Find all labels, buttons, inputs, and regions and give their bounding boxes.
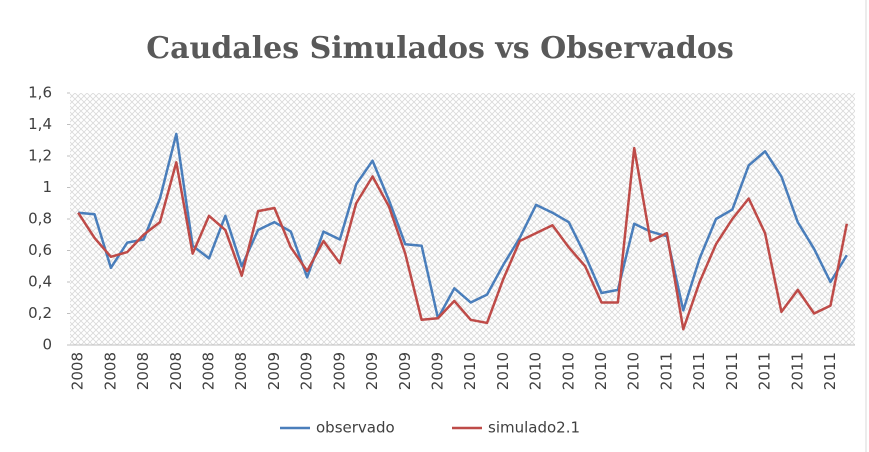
y-tick-label: 0,6 (28, 241, 52, 259)
x-tick-label: 2008 (134, 352, 152, 390)
y-tick-label: 0,8 (28, 210, 52, 228)
x-tick-label: 2011 (657, 352, 675, 390)
y-tick-label: 1,2 (28, 147, 52, 165)
x-tick-label: 2008 (167, 352, 185, 390)
x-tick-label: 2011 (690, 352, 708, 390)
x-tick-label: 2008 (69, 352, 87, 390)
y-tick-label: 0 (42, 336, 52, 354)
chart-title: Caudales Simulados vs Observados (146, 31, 734, 66)
y-tick-label: 1,6 (28, 84, 52, 102)
x-tick-label: 2011 (788, 352, 806, 390)
x-tick-label: 2009 (363, 352, 381, 390)
x-tick-label: 2009 (298, 352, 316, 390)
plot-area (70, 93, 855, 345)
x-tick-label: 2009 (330, 352, 348, 390)
x-tick-label: 2008 (101, 352, 119, 390)
x-tick-label: 2010 (592, 352, 610, 390)
line-series (78, 132, 848, 320)
x-tick-label: 2009 (396, 352, 414, 390)
legend-label: observado (316, 419, 395, 437)
x-tick-label: 2011 (821, 352, 839, 390)
x-tick-label: 2010 (527, 352, 545, 390)
legend-label: simulado2.1 (488, 419, 580, 437)
line-series (77, 146, 849, 331)
x-tick-label: 2008 (200, 352, 218, 390)
x-tick-label: 2011 (723, 352, 741, 390)
x-tick-label: 2010 (625, 352, 643, 390)
x-tick-label: 2008 (232, 352, 250, 390)
x-tick-label: 2010 (461, 352, 479, 390)
y-tick-label: 1 (42, 178, 52, 196)
x-tick-label: 2010 (559, 352, 577, 390)
y-tick-label: 0,4 (28, 273, 52, 291)
x-tick-label: 2011 (756, 352, 774, 390)
x-tick-label: 2009 (428, 352, 446, 390)
y-tick-label: 0,2 (28, 304, 52, 322)
x-tick-label: 2010 (494, 352, 512, 390)
y-tick-label: 1,4 (28, 115, 52, 133)
x-tick-label: 2009 (265, 352, 283, 390)
